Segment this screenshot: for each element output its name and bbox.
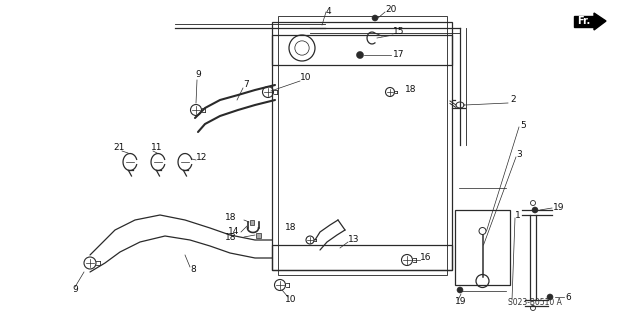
Circle shape [532, 207, 538, 213]
Polygon shape [594, 13, 606, 30]
Polygon shape [574, 16, 594, 27]
Bar [278, 17, 447, 276]
Text: 12: 12 [196, 153, 207, 162]
Text: 6: 6 [565, 293, 571, 301]
Text: 19: 19 [553, 203, 564, 211]
Bar [272, 35, 452, 65]
Text: 10: 10 [285, 295, 296, 305]
Circle shape [372, 15, 378, 21]
Text: 2: 2 [510, 95, 516, 105]
Text: 20: 20 [385, 5, 396, 14]
Text: 1: 1 [515, 211, 521, 219]
Text: 19: 19 [455, 298, 467, 307]
Text: 18: 18 [225, 213, 237, 222]
Text: 3: 3 [516, 151, 522, 160]
Bar [455, 210, 510, 285]
Text: 13: 13 [348, 235, 360, 244]
Circle shape [457, 287, 463, 293]
Text: 18: 18 [405, 85, 417, 94]
Circle shape [356, 51, 364, 58]
Text: S023-B0510 A: S023-B0510 A [508, 298, 562, 307]
Text: 10: 10 [300, 73, 312, 83]
Text: 21: 21 [113, 144, 124, 152]
Bar [272, 245, 452, 270]
Bar [272, 22, 452, 270]
Text: 8: 8 [190, 265, 196, 275]
Text: 15: 15 [393, 27, 404, 36]
Text: 5: 5 [520, 121, 525, 130]
Text: 11: 11 [151, 144, 163, 152]
Text: 14: 14 [228, 227, 239, 236]
Bar [255, 233, 260, 238]
Circle shape [547, 294, 553, 300]
Text: Fr.: Fr. [577, 16, 591, 26]
Text: 7: 7 [243, 80, 249, 90]
Bar [250, 219, 255, 225]
Text: 18: 18 [285, 224, 296, 233]
Text: 18: 18 [225, 233, 237, 241]
Text: 4: 4 [326, 8, 332, 17]
Text: 16: 16 [420, 254, 431, 263]
Text: 17: 17 [393, 50, 404, 60]
Text: 9: 9 [195, 70, 201, 79]
Text: 9: 9 [72, 286, 77, 294]
